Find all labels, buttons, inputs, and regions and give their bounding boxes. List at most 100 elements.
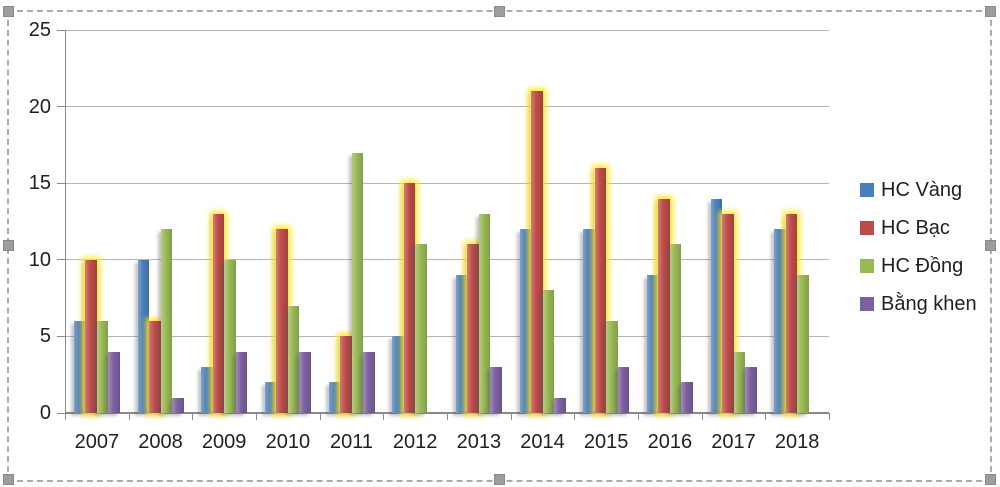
x-axis-tick bbox=[638, 413, 639, 420]
legend-item-2[interactable]: HC Bạc bbox=[860, 209, 977, 247]
x-axis-label: 2018 bbox=[774, 431, 820, 453]
legend-item-1[interactable]: HC Vàng bbox=[860, 171, 977, 209]
bar-hc-đồng-2014[interactable] bbox=[542, 290, 554, 413]
bar-hc-bạc-2017[interactable] bbox=[722, 213, 734, 413]
x-axis-tick bbox=[447, 413, 448, 420]
bar-bằng-khen-2010[interactable] bbox=[299, 351, 311, 413]
y-axis-label: 20 bbox=[28, 95, 51, 118]
legend-label: HC Vàng bbox=[881, 179, 963, 201]
x-axis-tick bbox=[829, 413, 830, 420]
x-axis-tick bbox=[765, 413, 767, 420]
bar-hc-bạc-2012[interactable] bbox=[403, 183, 416, 413]
y-axis-tick bbox=[57, 412, 65, 414]
selection-handle-5[interactable] bbox=[985, 240, 996, 251]
y-axis-tick bbox=[57, 259, 65, 261]
gridline bbox=[65, 259, 829, 261]
x-axis-label: 2007 bbox=[74, 431, 120, 453]
bar-bằng-khen-2017[interactable] bbox=[745, 367, 757, 413]
y-axis-label: 0 bbox=[39, 402, 51, 424]
x-axis-label: 2015 bbox=[583, 431, 629, 453]
bar-hc-đồng-2013[interactable] bbox=[478, 213, 491, 413]
legend-marker bbox=[860, 221, 874, 235]
legend-item-3[interactable]: HC Đồng bbox=[860, 247, 977, 285]
bar-bằng-khen-2011[interactable] bbox=[363, 351, 375, 413]
gridline bbox=[65, 182, 829, 184]
x-axis-tick bbox=[65, 413, 66, 420]
selection-handle-1[interactable] bbox=[3, 6, 14, 17]
x-axis-label: 2014 bbox=[520, 431, 565, 453]
bar-hc-vàng-2011[interactable] bbox=[328, 382, 340, 413]
bar-hc-bạc-2015[interactable] bbox=[594, 167, 607, 413]
selection-handle-7[interactable] bbox=[494, 474, 505, 485]
bar-hc-bạc-2018[interactable] bbox=[785, 213, 798, 413]
bar-hc-đồng-2009[interactable] bbox=[224, 259, 236, 413]
bar-hc-đồng-2018[interactable] bbox=[797, 275, 809, 413]
bar-hc-bạc-2013[interactable] bbox=[467, 244, 479, 413]
bar-hc-vàng-2012[interactable] bbox=[392, 336, 404, 413]
selection-handle-4[interactable] bbox=[3, 240, 14, 251]
x-axis-label: 2011 bbox=[329, 431, 373, 453]
x-axis-tick bbox=[128, 413, 130, 420]
bar-bằng-khen-2014[interactable] bbox=[554, 397, 566, 413]
x-axis-label: 2012 bbox=[392, 431, 438, 453]
bar-hc-vàng-2016[interactable] bbox=[646, 275, 659, 413]
bar-hc-đồng-2008[interactable] bbox=[160, 229, 172, 413]
bar-bằng-khen-2013[interactable] bbox=[490, 367, 502, 413]
selection-handle-3[interactable] bbox=[985, 6, 996, 17]
bar-hc-bạc-2008[interactable] bbox=[149, 321, 161, 413]
bar-hc-vàng-2018[interactable] bbox=[774, 229, 786, 413]
gridline bbox=[65, 29, 829, 31]
bar-hc-vàng-2007[interactable] bbox=[73, 321, 86, 413]
legend: HC Vàng HC Bạc HC Đồng Bằng khen bbox=[860, 171, 977, 323]
selection-handle-8[interactable] bbox=[985, 474, 996, 485]
bar-hc-đồng-2017[interactable] bbox=[733, 351, 745, 413]
bar-hc-bạc-2011[interactable] bbox=[340, 336, 352, 413]
bar-hc-vàng-2014[interactable] bbox=[519, 229, 531, 413]
bar-bằng-khen-2007[interactable] bbox=[108, 351, 120, 413]
bar-hc-vàng-2013[interactable] bbox=[455, 275, 468, 413]
x-axis-tick bbox=[319, 413, 321, 420]
bar-hc-đồng-2016[interactable] bbox=[669, 244, 682, 413]
legend-marker bbox=[860, 297, 874, 311]
bar-hc-đồng-2011[interactable] bbox=[351, 152, 363, 413]
bar-hc-vàng-2009[interactable] bbox=[201, 367, 213, 413]
legend-marker bbox=[860, 183, 874, 197]
bar-hc-đồng-2012[interactable] bbox=[415, 244, 427, 413]
bar-hc-bạc-2010[interactable] bbox=[276, 229, 288, 413]
bar-hc-vàng-2010[interactable] bbox=[264, 382, 277, 413]
selection-handle-2[interactable] bbox=[494, 6, 505, 17]
bar-hc-bạc-2016[interactable] bbox=[658, 198, 670, 413]
bar-bằng-khen-2015[interactable] bbox=[617, 367, 630, 413]
bar-bằng-khen-2008[interactable] bbox=[172, 397, 184, 413]
y-axis-tick bbox=[57, 182, 65, 184]
bar-hc-bạc-2007[interactable] bbox=[85, 259, 97, 413]
y-axis-label: 15 bbox=[28, 172, 51, 195]
selection-handle-6[interactable] bbox=[3, 474, 14, 485]
bar-hc-vàng-2017[interactable] bbox=[710, 198, 722, 413]
x-axis-tick bbox=[574, 413, 576, 420]
x-axis-label: 2010 bbox=[265, 431, 311, 453]
gridline bbox=[65, 335, 829, 337]
x-axis-label: 2016 bbox=[647, 431, 693, 453]
legend-label: HC Bạc bbox=[881, 217, 950, 239]
bar-hc-bạc-2014[interactable] bbox=[531, 91, 543, 413]
x-axis-tick bbox=[192, 413, 194, 420]
legend-item-4[interactable]: Bằng khen bbox=[860, 285, 977, 323]
x-axis-label: 2017 bbox=[711, 431, 756, 453]
bar-hc-đồng-2010[interactable] bbox=[287, 305, 300, 413]
bar-hc-vàng-2008[interactable] bbox=[137, 259, 149, 413]
bar-bằng-khen-2016[interactable] bbox=[681, 382, 693, 413]
x-axis-tick bbox=[510, 413, 512, 420]
bar-hc-vàng-2015[interactable] bbox=[583, 229, 595, 413]
bar-hc-bạc-2009[interactable] bbox=[212, 213, 225, 413]
y-axis-tick bbox=[57, 29, 65, 31]
bar-bằng-khen-2009[interactable] bbox=[235, 351, 248, 413]
y-axis-tick bbox=[57, 106, 65, 108]
x-axis-label: 2009 bbox=[201, 431, 247, 453]
bar-hc-đồng-2015[interactable] bbox=[606, 321, 618, 413]
x-axis-tick bbox=[701, 413, 703, 420]
x-axis-label: 2008 bbox=[138, 431, 183, 453]
bar-hc-đồng-2007[interactable] bbox=[96, 321, 109, 413]
legend-label: HC Đồng bbox=[881, 255, 964, 277]
